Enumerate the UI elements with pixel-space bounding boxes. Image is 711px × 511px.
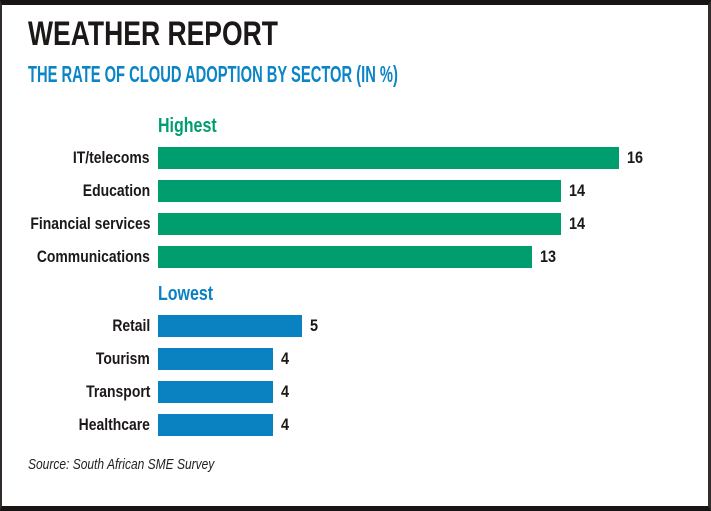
category-label-text: Healthcare [78, 415, 150, 434]
header: WEATHER REPORT THE RATE OF CLOUD ADOPTIO… [2, 5, 708, 86]
category-label: Financial services [2, 214, 158, 234]
value-label: 4 [281, 382, 290, 402]
value-label: 16 [627, 148, 646, 168]
group-heading-label: Highest [158, 115, 217, 137]
footer: Source: South African SME Survey [2, 456, 708, 474]
value-label: 5 [310, 316, 319, 336]
value-label-text: 14 [569, 181, 586, 200]
bar-row: Retail 5 [2, 315, 708, 337]
category-label-text: Tourism [96, 349, 150, 368]
value-label: 14 [569, 214, 588, 234]
value-label-text: 13 [540, 247, 557, 266]
category-label-text: Transport [85, 382, 150, 401]
bar-row: Transport 4 [2, 381, 708, 403]
category-label: Education [2, 181, 158, 201]
category-label-text: Education [82, 181, 150, 200]
category-label-text: IT/telecoms [73, 148, 150, 167]
bar-group: Lowest Retail 5 Tourism 4 Transport 4 Healthcar… [2, 284, 708, 436]
group-heading: Lowest [158, 284, 708, 304]
value-label: 4 [281, 349, 290, 369]
value-label: 4 [281, 415, 290, 435]
category-label: Retail [2, 316, 158, 336]
bar [158, 315, 302, 337]
value-label-text: 4 [281, 415, 290, 434]
page-title: WEATHER REPORT [28, 15, 278, 53]
value-label-text: 4 [281, 349, 290, 368]
chart-groups: Highest IT/telecoms 16 Education 14 Financial… [2, 116, 708, 436]
bar-chart: Highest IT/telecoms 16 Education 14 Financial… [2, 116, 708, 436]
category-label-text: Financial services [29, 214, 150, 233]
bar-row: Tourism 4 [2, 348, 708, 370]
value-label: 13 [540, 247, 559, 267]
bar [158, 213, 561, 235]
value-label-text: 14 [569, 214, 586, 233]
category-label: Communications [2, 247, 158, 267]
bar [158, 147, 619, 169]
bar [158, 414, 273, 436]
group-heading-label: Lowest [158, 283, 214, 305]
bar-row: IT/telecoms 16 [2, 147, 708, 169]
category-label-text: Communications [36, 247, 150, 266]
bar-row: Healthcare 4 [2, 414, 708, 436]
source-note: Source: South African SME Survey [28, 456, 215, 473]
category-label: Healthcare [2, 415, 158, 435]
bar [158, 180, 561, 202]
category-label: IT/telecoms [2, 148, 158, 168]
bar-row: Communications 13 [2, 246, 708, 268]
value-label-text: 16 [627, 148, 644, 167]
chart-subtitle: THE RATE OF CLOUD ADOPTION BY SECTOR (IN… [28, 61, 398, 87]
page-title-wrap: WEATHER REPORT [28, 17, 708, 51]
group-heading: Highest [158, 116, 708, 136]
bar-row: Education 14 [2, 180, 708, 202]
value-label-text: 5 [310, 316, 319, 335]
category-label: Tourism [2, 349, 158, 369]
value-label-text: 4 [281, 382, 290, 401]
chart-subtitle-wrap: THE RATE OF CLOUD ADOPTION BY SECTOR (IN… [28, 63, 708, 86]
bar [158, 246, 532, 268]
bar-group: Highest IT/telecoms 16 Education 14 Financial… [2, 116, 708, 268]
category-label: Transport [2, 382, 158, 402]
category-label-text: Retail [112, 316, 150, 335]
bar-row: Financial services 14 [2, 213, 708, 235]
bar [158, 381, 273, 403]
bar [158, 348, 273, 370]
value-label: 14 [569, 181, 588, 201]
